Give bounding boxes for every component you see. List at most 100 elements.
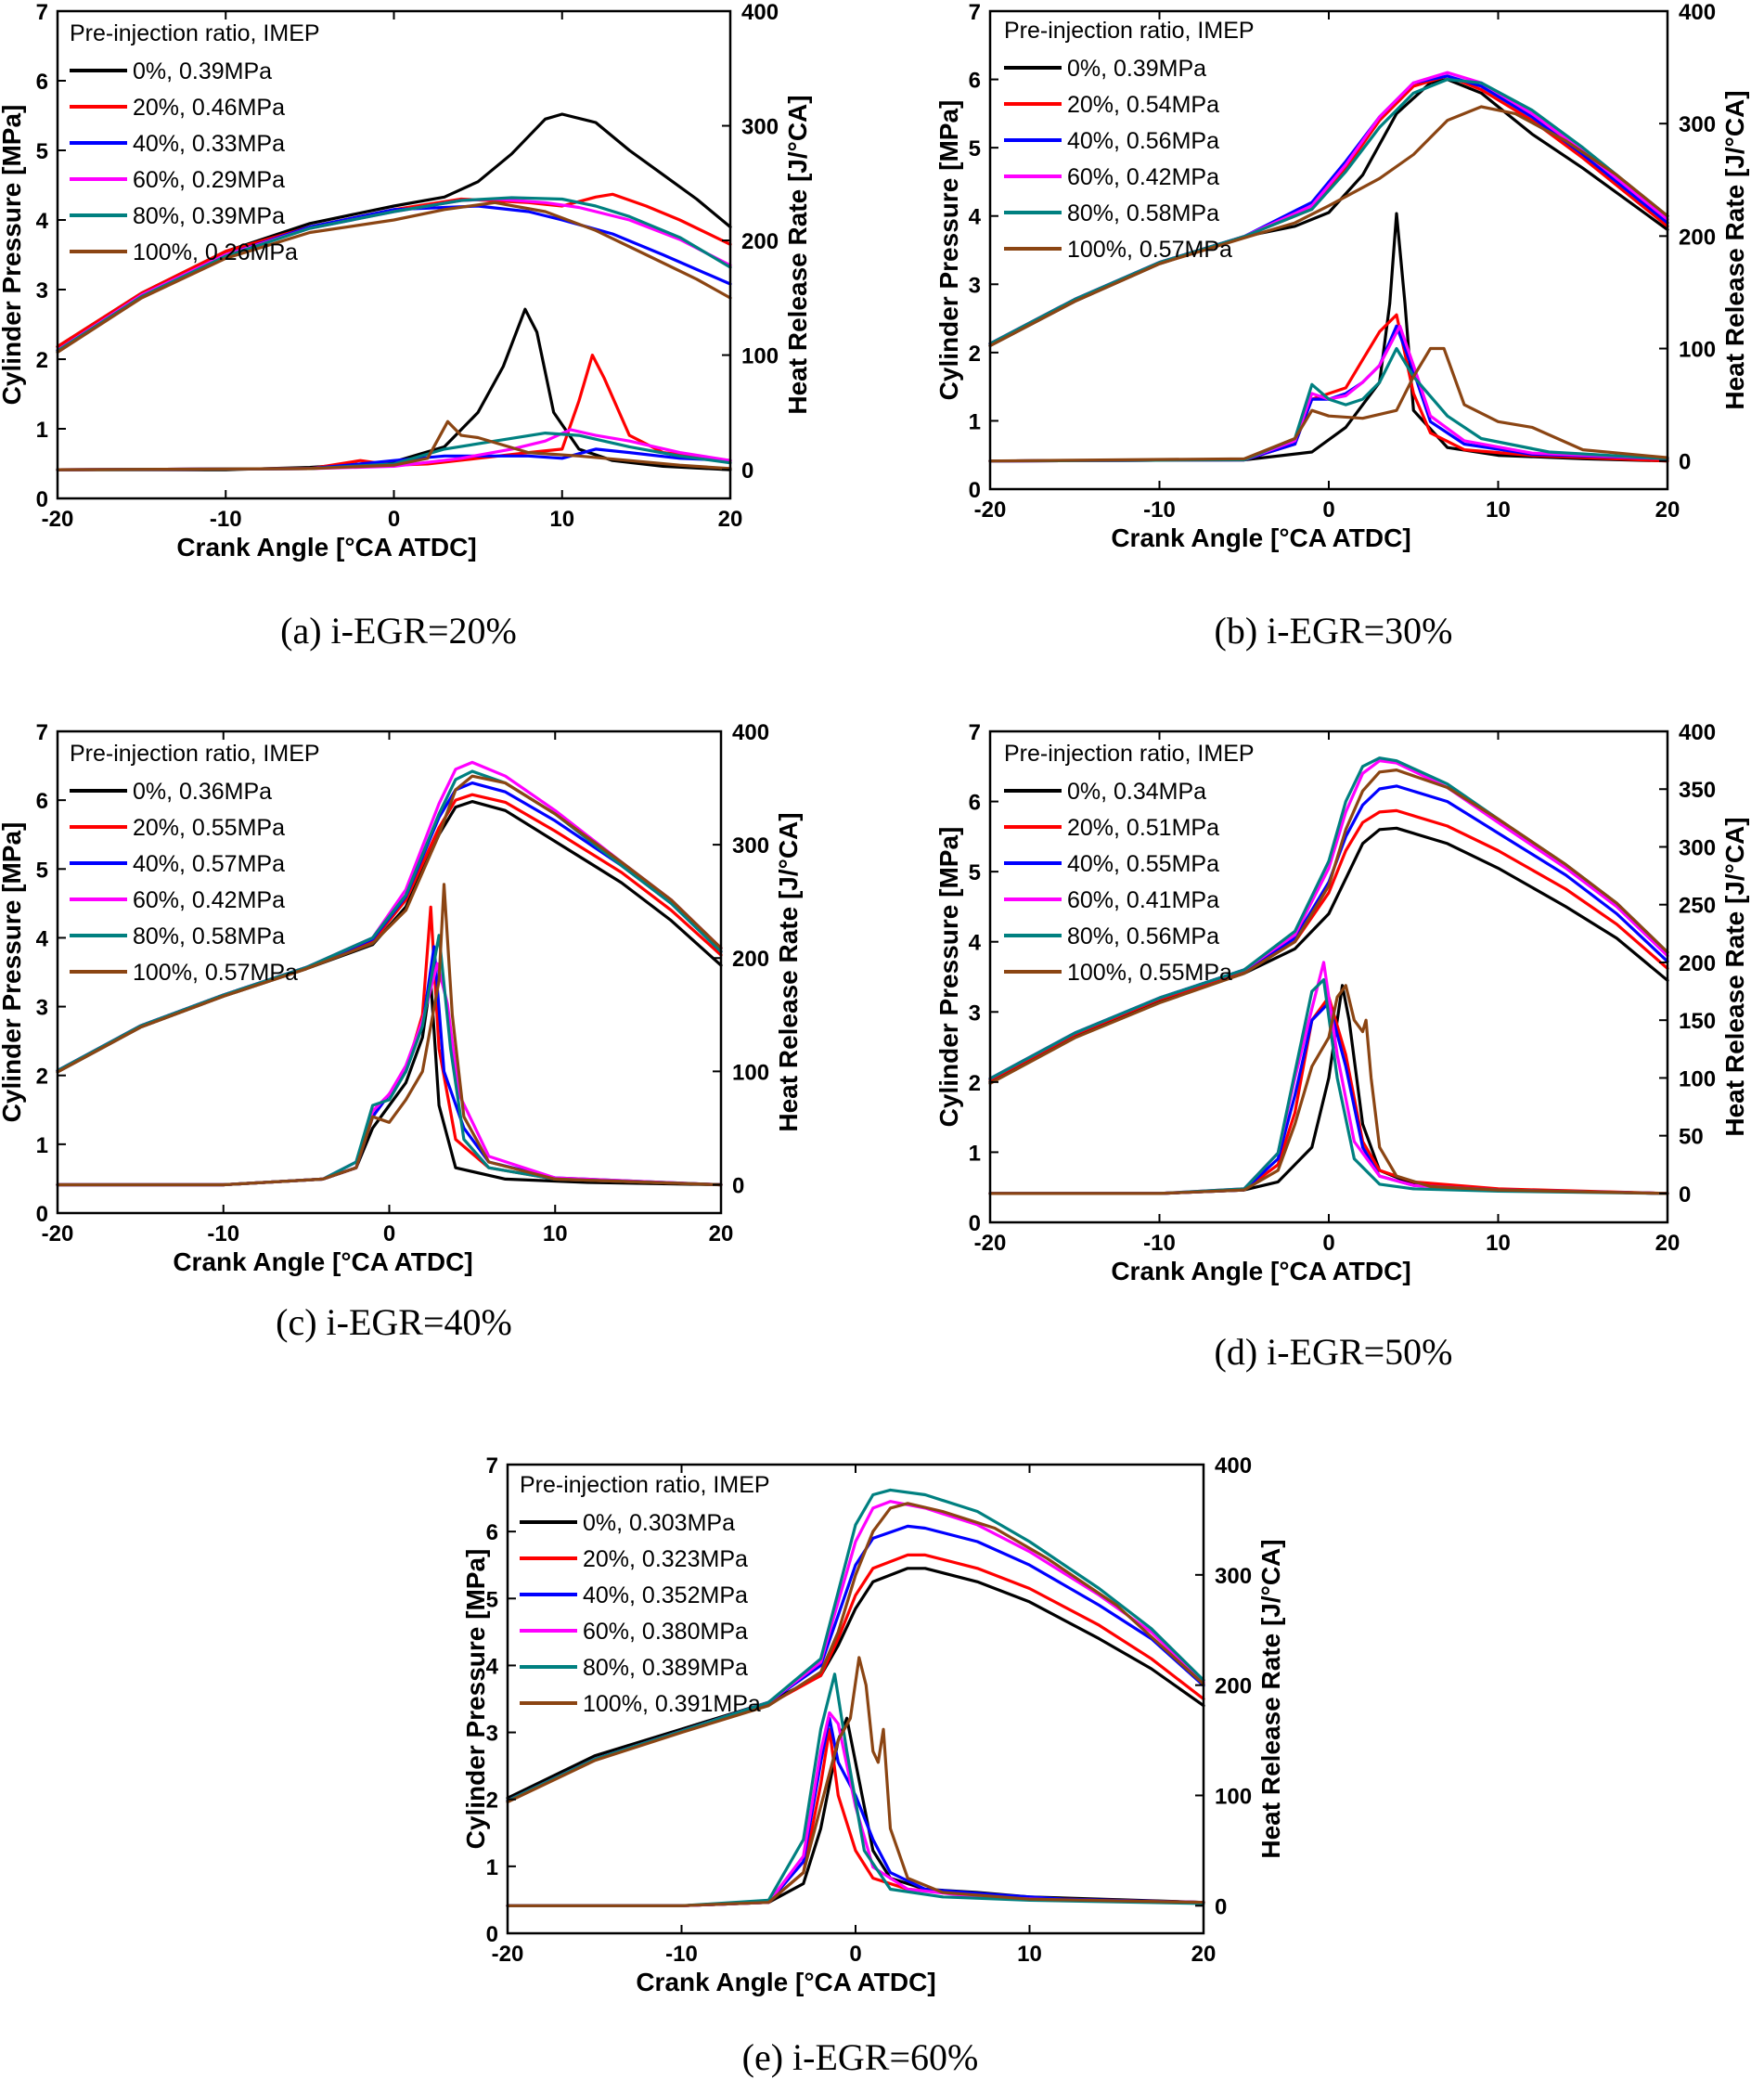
y-right-tick-label: 0 xyxy=(741,458,753,484)
y-right-tick-label: 300 xyxy=(1679,112,1716,137)
y-left-tick-label: 0 xyxy=(969,478,981,503)
y-left-tick-label: 5 xyxy=(969,860,981,885)
y-left-tick-label: 3 xyxy=(36,996,48,1021)
y-left-tick-label: 4 xyxy=(36,926,49,951)
y-right-tick-label: 0 xyxy=(1679,1182,1691,1207)
legend-label: 60%, 0.42MPa xyxy=(1067,164,1219,190)
panel-caption: (c) i-EGR=40% xyxy=(276,1301,512,1343)
x-tick-label: 20 xyxy=(709,1221,734,1246)
hrr-line-100pct xyxy=(988,346,1669,463)
legend-title: Pre-injection ratio, IMEP xyxy=(70,20,320,46)
y-right-tick-label: 0 xyxy=(732,1173,744,1198)
pressure-line-100pct xyxy=(56,200,732,355)
series-group xyxy=(56,760,723,1187)
y-right-tick-label: 0 xyxy=(1215,1894,1227,1919)
hrr-line-100pct xyxy=(506,1656,1205,1907)
y-left-tick-label: 3 xyxy=(969,1001,981,1026)
y-left-tick-label: 1 xyxy=(969,1141,981,1166)
y-left-tick-label: 4 xyxy=(486,1654,499,1679)
y-right-tick-label: 100 xyxy=(1679,338,1716,363)
legend-label: 100%, 0.55MPa xyxy=(1067,960,1232,986)
y-right-tick-label: 300 xyxy=(741,115,779,140)
legend-label: 80%, 0.58MPa xyxy=(1067,200,1219,226)
y-right-tick-label: 0 xyxy=(1679,450,1691,475)
y-left-tick-label: 4 xyxy=(969,931,982,956)
legend-label: 100%, 0.26MPa xyxy=(133,239,298,265)
hrr-line-0pct xyxy=(506,1716,1205,1907)
y-left-tick-label: 0 xyxy=(486,1922,498,1947)
y-right-axis-title: Heat Release Rate [J/°CA] xyxy=(783,95,812,414)
legend: Pre-injection ratio, IMEP 0%, 0.303MPa 20%… xyxy=(520,1472,770,1717)
x-tick-label: -20 xyxy=(974,497,1007,523)
hrr-line-40pct xyxy=(56,447,732,471)
y-left-tick-label: 2 xyxy=(36,1065,48,1090)
y-right-axis-title: Heat Release Rate [J/°CA] xyxy=(1256,1539,1285,1858)
pressure-line-100pct xyxy=(506,1502,1205,1804)
legend-label: 20%, 0.55MPa xyxy=(133,815,285,841)
y-left-tick-label: 3 xyxy=(486,1722,498,1747)
y-left-axis-title: Cylinder Pressure [MPa] xyxy=(934,100,963,401)
x-tick-label: 20 xyxy=(1191,1942,1217,1967)
y-right-axis-title: Heat Release Rate [J/°CA] xyxy=(774,812,803,1131)
legend-title: Pre-injection ratio, IMEP xyxy=(1004,18,1255,44)
x-tick-label: -20 xyxy=(42,1221,74,1246)
legend: Pre-injection ratio, IMEP 0%, 0.39MPa 20%,… xyxy=(1004,18,1255,263)
y-left-tick-label: 0 xyxy=(969,1211,981,1236)
y-right-tick-label: 200 xyxy=(1679,225,1716,250)
legend-label: 0%, 0.303MPa xyxy=(583,1510,735,1536)
y-left-tick-label: 4 xyxy=(36,209,49,234)
legend-label: 40%, 0.57MPa xyxy=(133,851,285,877)
legend-label: 60%, 0.42MPa xyxy=(133,887,285,913)
x-tick-label: -20 xyxy=(42,507,74,532)
series-group xyxy=(56,112,732,471)
y-right-tick-label: 100 xyxy=(741,344,779,369)
legend-label: 40%, 0.55MPa xyxy=(1067,851,1219,877)
x-tick-label: -10 xyxy=(1143,497,1176,523)
legend-label: 20%, 0.323MPa xyxy=(583,1546,748,1572)
legend-label: 60%, 0.29MPa xyxy=(133,167,285,193)
legend-label: 20%, 0.46MPa xyxy=(133,95,285,121)
y-left-tick-label: 1 xyxy=(969,409,981,434)
x-axis-title: Crank Angle [°CA ATDC] xyxy=(1111,523,1410,552)
legend-label: 0%, 0.39MPa xyxy=(1067,56,1206,82)
legend-label: 100%, 0.57MPa xyxy=(1067,237,1232,263)
x-tick-label: -10 xyxy=(207,1221,239,1246)
panel-caption: (d) i-EGR=50% xyxy=(1215,1331,1453,1373)
x-tick-label: 20 xyxy=(718,507,743,532)
y-right-tick-label: 400 xyxy=(741,0,779,25)
y-right-tick-label: 400 xyxy=(1679,720,1716,745)
series-group xyxy=(988,756,1669,1195)
legend-label: 40%, 0.33MPa xyxy=(133,131,285,157)
hrr-line-80pct xyxy=(988,346,1669,463)
panel-caption: (a) i-EGR=20% xyxy=(280,610,517,652)
legend-label: 0%, 0.34MPa xyxy=(1067,779,1206,805)
legend-label: 0%, 0.39MPa xyxy=(133,58,272,84)
legend-label: 0%, 0.36MPa xyxy=(133,779,272,805)
y-left-tick-label: 5 xyxy=(486,1587,498,1612)
y-left-tick-label: 7 xyxy=(36,720,48,745)
y-right-axis-title: Heat Release Rate [J/°CA] xyxy=(1720,817,1749,1136)
y-right-tick-label: 300 xyxy=(1215,1564,1252,1589)
hrr-line-100pct xyxy=(56,883,723,1187)
y-right-tick-label: 100 xyxy=(1215,1784,1252,1809)
pressure-line-100pct xyxy=(56,774,723,1074)
panel-caption: (b) i-EGR=30% xyxy=(1215,610,1453,652)
panel-caption: (e) i-EGR=60% xyxy=(742,2036,979,2078)
legend-label: 40%, 0.352MPa xyxy=(583,1582,748,1608)
y-left-axis-title: Cylinder Pressure [MPa] xyxy=(0,822,26,1123)
x-tick-label: 10 xyxy=(1486,1231,1511,1256)
legend-label: 80%, 0.39MPa xyxy=(133,203,285,229)
y-left-tick-label: 1 xyxy=(486,1855,498,1880)
legend-title: Pre-injection ratio, IMEP xyxy=(1004,741,1255,767)
y-right-tick-label: 400 xyxy=(1215,1453,1252,1479)
y-left-tick-label: 0 xyxy=(36,1202,48,1227)
hrr-line-100pct xyxy=(988,984,1669,1195)
hrr-line-100pct xyxy=(56,420,732,471)
y-left-tick-label: 7 xyxy=(969,720,981,745)
x-axis-title: Crank Angle [°CA ATDC] xyxy=(173,1247,472,1276)
x-tick-label: -20 xyxy=(492,1942,524,1967)
y-left-tick-label: 6 xyxy=(36,789,48,814)
legend: Pre-injection ratio, IMEP 0%, 0.36MPa 20%,… xyxy=(70,741,320,986)
y-right-tick-label: 150 xyxy=(1679,1009,1716,1034)
